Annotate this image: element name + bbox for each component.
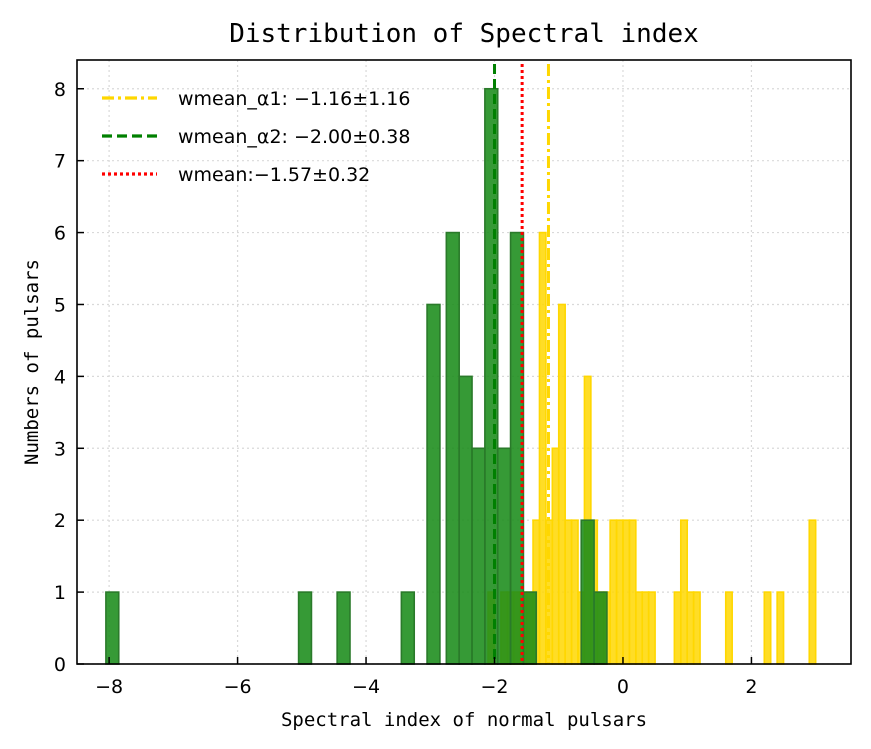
- histogram-bar: [471, 447, 486, 665]
- histogram-bar: [724, 591, 733, 665]
- axis-ticks: −8 −6 −4 −2 0 2 0 1 2 3 4 5 6 7 8: [54, 79, 758, 698]
- x-tick-label: 2: [745, 676, 757, 698]
- histogram-bar: [445, 231, 460, 665]
- histogram-bar: [673, 591, 682, 665]
- x-tick-label: −2: [481, 676, 509, 698]
- x-tick-label: −4: [352, 676, 380, 698]
- histogram-bar: [538, 231, 547, 665]
- histogram-bar: [496, 447, 512, 665]
- histogram-bar: [522, 591, 538, 665]
- histogram-bar: [686, 591, 695, 665]
- histogram-bar: [628, 519, 637, 665]
- legend: wmean_α1: −1.16±1.16 wmean_α2: −2.00±0.38…: [102, 88, 410, 186]
- y-tick-label: 8: [54, 79, 66, 101]
- histogram-bar: [297, 591, 313, 665]
- histogram-bar: [622, 519, 631, 665]
- histogram-bar: [647, 591, 656, 665]
- histogram-bar: [776, 591, 785, 665]
- histogram-bar: [570, 519, 579, 665]
- mean-lines: [493, 64, 550, 664]
- histogram-bar: [400, 591, 416, 665]
- histogram-bar: [692, 591, 701, 665]
- histogram-bar: [635, 591, 644, 665]
- y-axis-label: Numbers of pulsars: [21, 259, 43, 465]
- x-axis-label: Spectral index of normal pulsars: [281, 709, 647, 731]
- histogram-bar: [336, 591, 351, 665]
- histogram-bar: [557, 303, 566, 665]
- histogram-bar: [679, 519, 689, 665]
- histogram-bar: [458, 375, 473, 665]
- histogram-bar: [593, 591, 608, 665]
- histogram-bar: [808, 519, 817, 665]
- y-tick-label: 2: [54, 510, 66, 532]
- y-tick-label: 6: [54, 223, 66, 245]
- chart-title: Distribution of Spectral index: [229, 19, 699, 49]
- histogram-bar: [615, 519, 624, 665]
- x-tick-label: 0: [617, 676, 629, 698]
- x-tick-label: −6: [224, 676, 252, 698]
- histogram-bar: [105, 591, 120, 665]
- y-tick-label: 5: [54, 294, 66, 316]
- histogram-bar: [580, 519, 595, 665]
- legend-label: wmean_α2: −2.00±0.38: [178, 126, 410, 148]
- legend-label: wmean:−1.57±0.32: [178, 164, 370, 186]
- x-tick-label: −8: [95, 676, 123, 698]
- plot-frame: [76, 59, 852, 665]
- y-tick-label: 7: [54, 151, 66, 173]
- histogram-bar: [641, 591, 650, 665]
- legend-label: wmean_α1: −1.16±1.16: [178, 88, 410, 110]
- y-tick-label: 4: [54, 366, 66, 388]
- y-tick-label: 1: [54, 582, 66, 604]
- y-tick-label: 0: [54, 654, 66, 676]
- histogram-bar: [426, 303, 441, 665]
- histogram-bar: [551, 447, 560, 665]
- histogram-bar: [763, 591, 772, 665]
- histogram-bar: [609, 519, 618, 665]
- y-tick-label: 3: [54, 438, 66, 460]
- histogram-bar: [564, 519, 573, 665]
